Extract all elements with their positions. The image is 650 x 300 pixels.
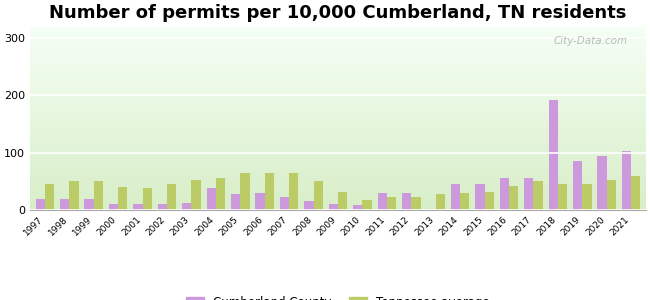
Bar	[216, 178, 225, 210]
Bar	[133, 204, 142, 210]
Legend: Cumberland County, Tennessee average: Cumberland County, Tennessee average	[181, 292, 495, 300]
Bar	[402, 193, 411, 210]
Bar	[631, 176, 640, 210]
Bar	[411, 197, 421, 210]
Bar	[191, 180, 201, 210]
Bar	[255, 193, 265, 210]
Bar	[524, 178, 534, 210]
Bar	[158, 204, 167, 210]
Bar	[549, 100, 558, 210]
Bar	[60, 199, 70, 210]
Bar	[207, 188, 216, 210]
Bar	[353, 206, 363, 210]
Bar	[231, 194, 240, 210]
Bar	[606, 180, 616, 210]
Bar	[182, 202, 191, 210]
Bar	[509, 186, 518, 210]
Bar	[304, 201, 313, 210]
Bar	[45, 184, 54, 210]
Bar	[534, 181, 543, 210]
Bar	[582, 184, 592, 210]
Bar	[142, 188, 152, 210]
Bar	[485, 192, 494, 210]
Bar	[84, 199, 94, 210]
Bar	[475, 184, 485, 210]
Bar	[118, 187, 127, 210]
Bar	[387, 197, 396, 210]
Bar	[451, 184, 460, 210]
Bar	[500, 178, 509, 210]
Bar	[363, 200, 372, 210]
Bar	[436, 194, 445, 210]
Bar	[70, 181, 79, 210]
Title: Number of permits per 10,000 Cumberland, TN residents: Number of permits per 10,000 Cumberland,…	[49, 4, 627, 22]
Bar	[622, 151, 631, 210]
Text: City-Data.com: City-Data.com	[553, 36, 627, 46]
Bar	[289, 173, 298, 210]
Bar	[240, 173, 250, 210]
Bar	[338, 192, 347, 210]
Bar	[378, 193, 387, 210]
Bar	[94, 181, 103, 210]
Bar	[313, 181, 323, 210]
Bar	[167, 184, 176, 210]
Bar	[280, 197, 289, 210]
Bar	[265, 173, 274, 210]
Bar	[36, 199, 45, 210]
Bar	[460, 193, 469, 210]
Bar	[329, 204, 338, 210]
Bar	[109, 204, 118, 210]
Bar	[558, 184, 567, 210]
Bar	[597, 155, 606, 210]
Bar	[573, 161, 582, 210]
